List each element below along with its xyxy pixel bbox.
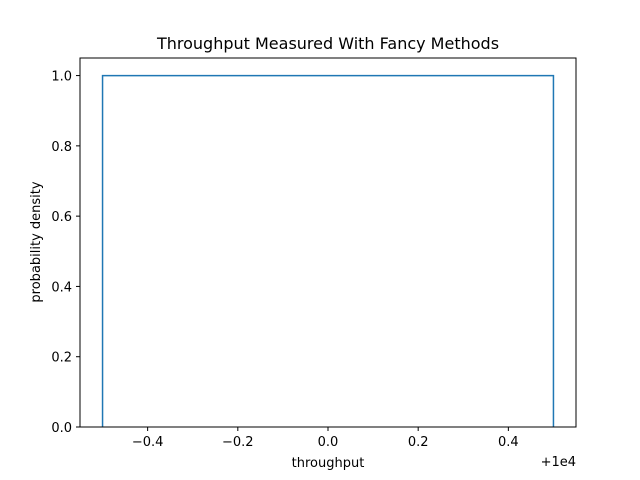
- x-axis: −0.4 −0.2 0.0 0.2 0.4: [132, 427, 519, 450]
- y-tick-label: 1.0: [51, 70, 72, 85]
- x-tick-label: 0.0: [318, 435, 339, 450]
- x-tick-label: 0.4: [498, 435, 519, 450]
- y-tick-label: 0.0: [51, 421, 72, 436]
- y-tick-label: 0.2: [51, 351, 72, 366]
- x-tick-label: −0.4: [132, 435, 164, 450]
- x-axis-label: throughput: [292, 456, 365, 471]
- y-axis-label: probability density: [29, 181, 44, 302]
- chart-title: Throughput Measured With Fancy Methods: [156, 34, 499, 53]
- y-tick-label: 0.4: [51, 280, 72, 295]
- y-tick-label: 0.6: [51, 210, 72, 225]
- x-tick-label: −0.2: [222, 435, 254, 450]
- x-tick-label: 0.2: [408, 435, 429, 450]
- y-axis: 0.0 0.2 0.4 0.6 0.8 1.0: [51, 70, 80, 436]
- series-line-0: [101, 74, 555, 427]
- x-offset-label: +1e4: [541, 455, 576, 470]
- y-tick-label: 0.8: [51, 140, 72, 155]
